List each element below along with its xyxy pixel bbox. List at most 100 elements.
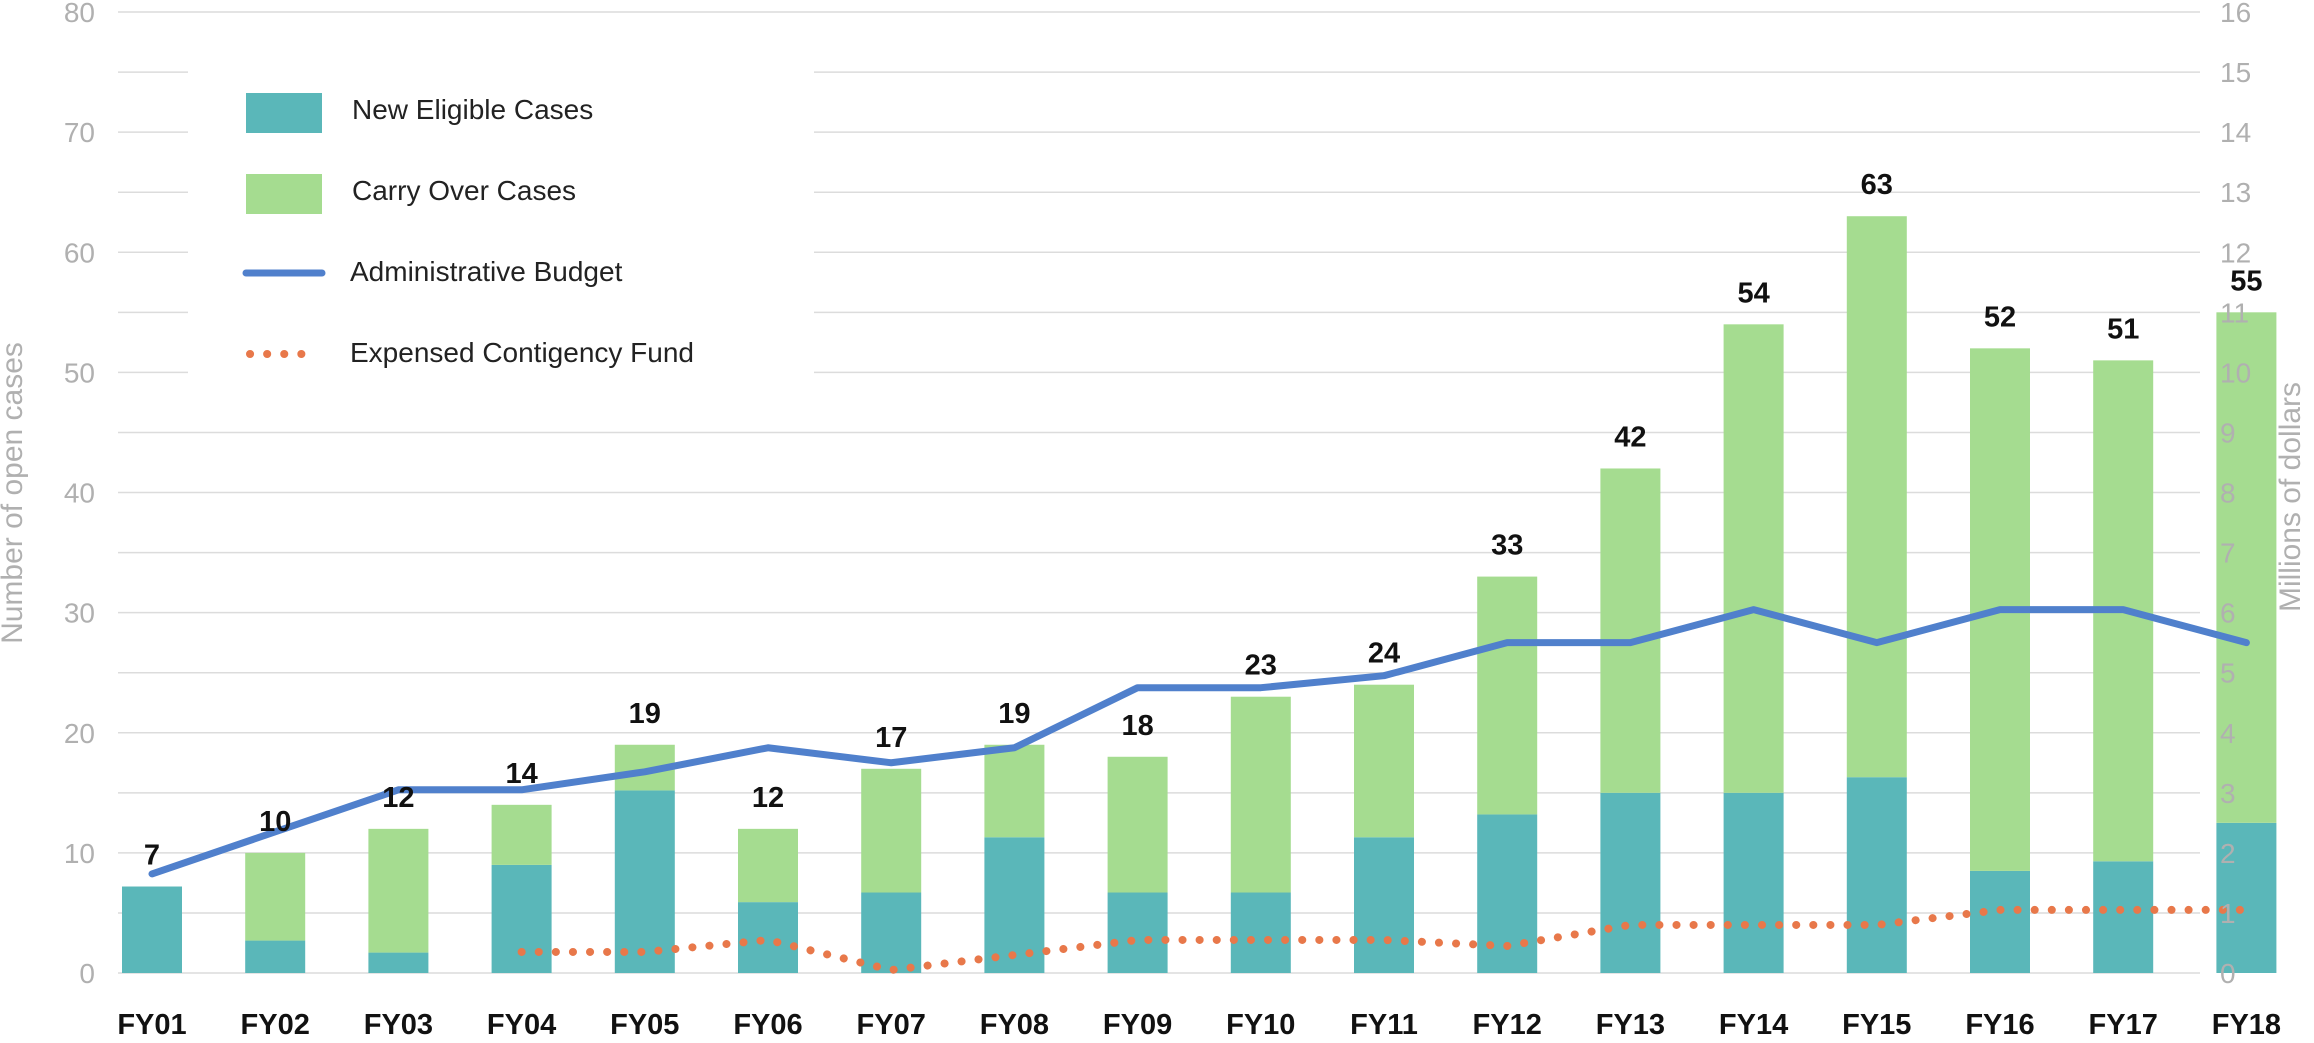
y-right-tick-label: 9 <box>2220 417 2236 448</box>
bar-carry-over <box>738 828 798 903</box>
bar-carry-over <box>368 828 429 953</box>
bar-total-label: 19 <box>998 698 1030 730</box>
x-tick-label: FY15 <box>1842 1009 1911 1038</box>
bar-new-eligible <box>2093 861 2154 973</box>
y-right-tick-label: 5 <box>2220 658 2236 689</box>
y-right-tick-label: 8 <box>2220 478 2236 509</box>
y-left-tick-label: 50 <box>64 357 95 388</box>
x-tick-label: FY17 <box>2089 1009 2158 1038</box>
y-right-tick-label: 3 <box>2220 778 2236 809</box>
bar-new-eligible <box>1970 870 2030 973</box>
bar-total-label: 42 <box>1614 421 1646 453</box>
x-tick-label: FY01 <box>117 1009 186 1038</box>
y-right-tick-label: 11 <box>2220 297 2249 328</box>
legend-swatch-new-eligible <box>246 93 322 133</box>
y-left-axis-title: Number of open cases <box>0 342 29 644</box>
bar-total-label: 12 <box>382 782 414 814</box>
bar-new-eligible <box>122 886 182 973</box>
y-right-tick-label: 14 <box>2220 117 2251 148</box>
x-tick-label: FY13 <box>1596 1009 1665 1038</box>
x-tick-label: FY18 <box>2212 1009 2281 1038</box>
bar-total-label: 24 <box>1368 638 1400 670</box>
y-left-tick-label: 30 <box>64 598 95 629</box>
y-left-tick-label: 60 <box>64 237 95 268</box>
bar-carry-over <box>491 804 552 865</box>
bar-new-eligible <box>738 902 798 973</box>
y-right-tick-label: 16 <box>2220 0 2251 28</box>
legend: New Eligible Cases Carry Over Cases Admi… <box>188 70 814 400</box>
y-right-tick-label: 1 <box>2220 898 2236 929</box>
y-left-tick-label: 80 <box>64 0 95 28</box>
bar-total-label: 14 <box>505 758 537 790</box>
legend-label-admin-budget: Administrative Budget <box>350 256 623 287</box>
bar-carry-over <box>984 744 1045 838</box>
bar-carry-over <box>1477 576 1538 815</box>
bar-carry-over <box>1107 756 1168 893</box>
bar-total-label: 54 <box>1737 277 1769 309</box>
bar-carry-over <box>2216 312 2277 823</box>
x-tick-label: FY09 <box>1103 1009 1172 1038</box>
bar-total-label: 23 <box>1245 650 1277 682</box>
y-right-tick-label: 4 <box>2220 718 2236 749</box>
bar-new-eligible <box>1846 777 1907 973</box>
bar-total-label: 52 <box>1984 301 2016 333</box>
bars <box>122 216 2277 973</box>
line-administrative-budget <box>148 606 2250 878</box>
y-right-tick-label: 12 <box>2220 237 2251 268</box>
legend-label-new-eligible: New Eligible Cases <box>352 94 593 125</box>
x-tick-label: FY05 <box>610 1009 679 1038</box>
bar-new-eligible <box>245 940 306 973</box>
bar-new-eligible <box>1107 892 1168 973</box>
bar-total-label: 18 <box>1121 710 1153 742</box>
y-left-tick-label: 20 <box>64 718 95 749</box>
x-tick-label: FY03 <box>364 1009 433 1038</box>
bar-carry-over <box>1600 468 1661 793</box>
bar-new-eligible <box>368 952 429 973</box>
bar-carry-over <box>1723 324 1784 793</box>
y-right-tick-label: 15 <box>2220 57 2251 88</box>
bar-carry-over <box>1354 684 1414 838</box>
legend-label-contingency-fund: Expensed Contigency Fund <box>350 337 694 368</box>
bar-carry-over <box>1230 696 1291 893</box>
bar-total-label: 33 <box>1491 530 1523 562</box>
bar-new-eligible <box>1230 892 1291 973</box>
x-tick-label: FY08 <box>980 1009 1049 1038</box>
bar-carry-over <box>1846 216 1907 778</box>
x-tick-label: FY16 <box>1965 1009 2034 1038</box>
bar-new-eligible <box>1600 792 1661 973</box>
lines <box>148 606 2251 974</box>
bar-new-eligible <box>984 837 1045 973</box>
x-tick-label: FY06 <box>733 1009 802 1038</box>
bar-total-label: 7 <box>144 840 160 872</box>
y-left-tick-label: 40 <box>64 478 95 509</box>
bar-carry-over <box>861 768 922 893</box>
bar-total-label: 12 <box>752 782 784 814</box>
x-tick-label: FY07 <box>857 1009 926 1038</box>
y-right-tick-label: 6 <box>2220 598 2236 629</box>
bar-total-label: 10 <box>259 806 291 838</box>
bar-total-label: 55 <box>2230 265 2262 297</box>
line-expensed-contingency-fund <box>517 905 2251 974</box>
bar-new-eligible <box>1723 792 1784 973</box>
bar-new-eligible <box>2216 822 2277 973</box>
y-right-tick-label: 13 <box>2220 177 2251 208</box>
bar-new-eligible <box>861 892 922 973</box>
legend-swatch-carry-over <box>246 174 322 214</box>
bar-total-label: 17 <box>875 722 907 754</box>
y-right-tick-label: 7 <box>2220 538 2236 569</box>
bar-new-eligible <box>614 790 675 973</box>
x-tick-label: FY14 <box>1719 1009 1788 1038</box>
x-tick-label: FY11 <box>1350 1009 1418 1038</box>
bar-carry-over <box>245 852 306 941</box>
y-right-tick-label: 2 <box>2220 838 2236 869</box>
legend-label-carry-over: Carry Over Cases <box>352 175 576 206</box>
x-tick-label: FY12 <box>1473 1009 1542 1038</box>
bar-total-label: 51 <box>2107 313 2139 345</box>
x-tick-label: FY04 <box>487 1009 556 1038</box>
y-left-tick-label: 70 <box>64 117 95 148</box>
y-left-tick-label: 10 <box>64 838 95 869</box>
y-left-tick-label: 0 <box>79 958 95 989</box>
